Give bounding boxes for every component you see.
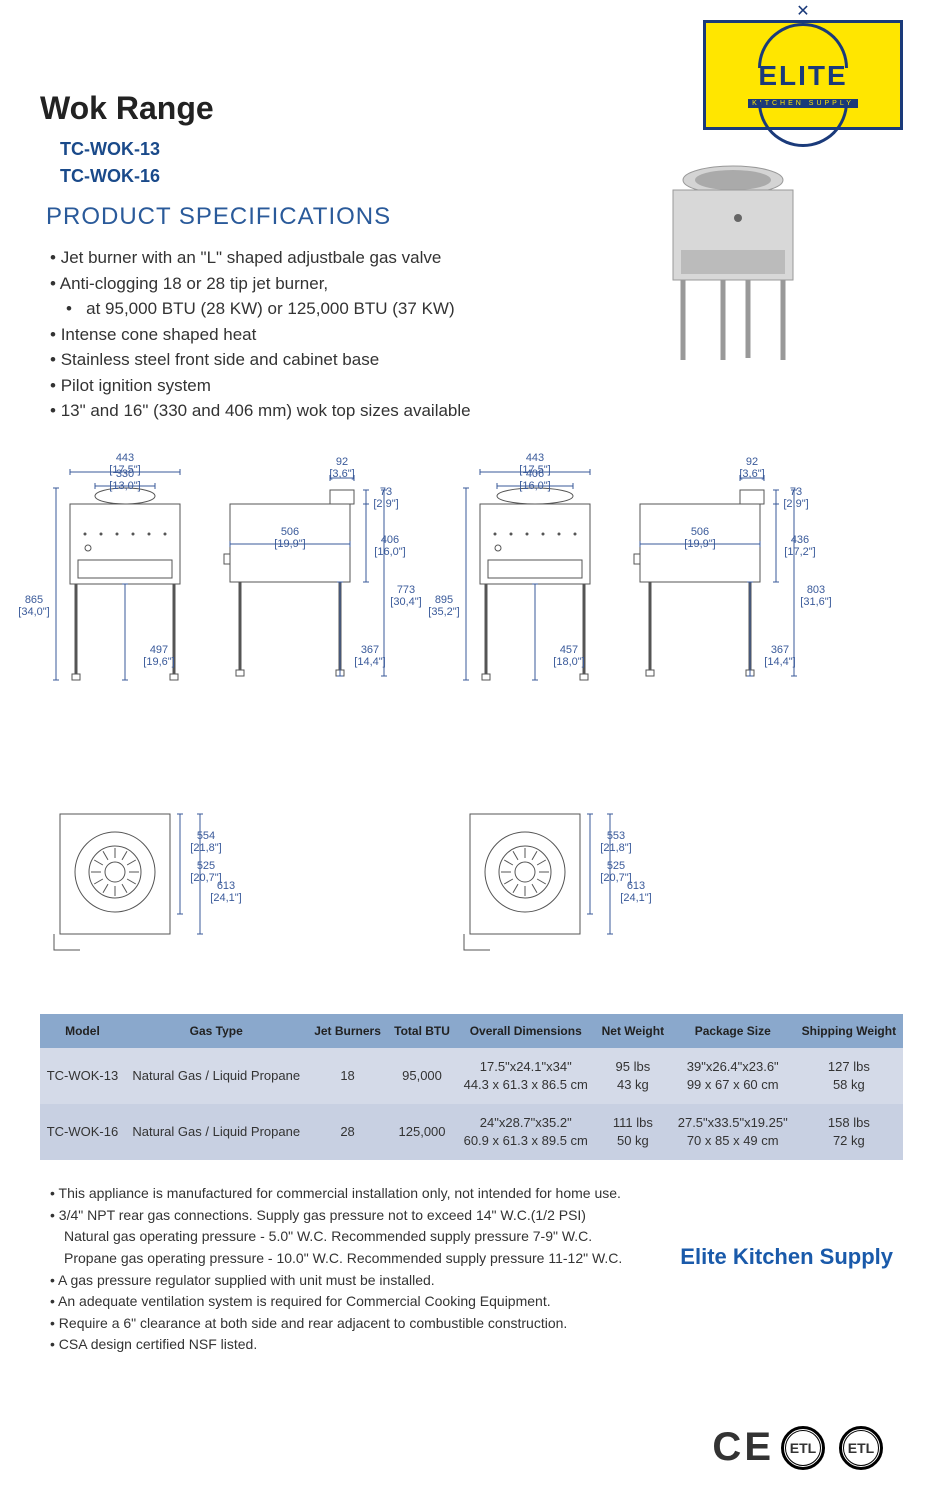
- brand-footer: Elite Kitchen Supply: [680, 1244, 893, 1270]
- note-item: Natural gas operating pressure - 5.0" W.…: [50, 1227, 680, 1247]
- logo-knives-icon: ✕: [748, 1, 858, 21]
- table-header: Package Size: [671, 1014, 795, 1048]
- table-cell: 27.5"x33.5"x19.25"70 x 85 x 49 cm: [671, 1104, 795, 1160]
- dimension-label: 92[3,6"]: [722, 456, 782, 480]
- table-header: Jet Burners: [308, 1014, 388, 1048]
- note-item: An adequate ventilation system is requir…: [50, 1292, 680, 1312]
- technical-drawings: 443[17,5"]330[13,0"]865[34,0"]497[19,6"]…: [40, 454, 903, 994]
- dimension-label: 367[14,4"]: [340, 644, 400, 668]
- dimension-label: 73[2,9"]: [356, 486, 416, 510]
- feature-item: Pilot ignition system: [50, 373, 580, 399]
- certification-marks: C E ETL ETL: [712, 1425, 883, 1470]
- dimension-label: 525[20,7"]: [176, 860, 236, 884]
- note-item: Require a 6" clearance at both side and …: [50, 1314, 680, 1334]
- table-cell: Natural Gas / Liquid Propane: [125, 1104, 308, 1160]
- feature-item: Intense cone shaped heat: [50, 322, 580, 348]
- table-header: Shipping Weight: [795, 1014, 903, 1048]
- feature-item: Anti-clogging 18 or 28 tip jet burner,: [50, 271, 580, 297]
- dimension-label: 554[21,8"]: [176, 830, 236, 854]
- ce-mark-icon: C E: [712, 1425, 767, 1470]
- dimension-label: 865[34,0"]: [4, 594, 64, 618]
- dimension-label: 525[20,7"]: [586, 860, 646, 884]
- feature-item: 13" and 16" (330 and 406 mm) wok top siz…: [50, 398, 580, 424]
- dimension-label: 803[31,6"]: [786, 584, 846, 608]
- table-cell: 24"x28.7"x35.2"60.9 x 61.3 x 89.5 cm: [456, 1104, 595, 1160]
- table-cell: 125,000: [388, 1104, 457, 1160]
- feature-item: Jet burner with an "L" shaped adjustbale…: [50, 245, 580, 271]
- table-cell: 28: [308, 1104, 388, 1160]
- table-header: Overall Dimensions: [456, 1014, 595, 1048]
- dimension-label: 553[21,8"]: [586, 830, 646, 854]
- brand-logo: ✕ ELITE KITCHEN SUPPLY: [703, 20, 903, 130]
- table-cell: 17.5"x24.1"x34"44.3 x 61.3 x 86.5 cm: [456, 1048, 595, 1104]
- table-row: TC-WOK-16Natural Gas / Liquid Propane281…: [40, 1104, 903, 1160]
- feature-item: at 95,000 BTU (28 KW) or 125,000 BTU (37…: [50, 296, 580, 322]
- table-cell: Natural Gas / Liquid Propane: [125, 1048, 308, 1104]
- table-header: Gas Type: [125, 1014, 308, 1048]
- notes-list: This appliance is manufactured for comme…: [40, 1184, 680, 1355]
- note-item: 3/4" NPT rear gas connections. Supply ga…: [50, 1206, 680, 1226]
- table-cell: 95 lbs43 kg: [595, 1048, 671, 1104]
- table-cell: TC-WOK-13: [40, 1048, 125, 1104]
- note-item: A gas pressure regulator supplied with u…: [50, 1271, 680, 1291]
- spec-table: ModelGas TypeJet BurnersTotal BTUOverall…: [40, 1014, 903, 1161]
- dimension-label: 92[3,6"]: [312, 456, 372, 480]
- table-cell: 158 lbs72 kg: [795, 1104, 903, 1160]
- dimension-label: 367[14,4"]: [750, 644, 810, 668]
- feature-list: Jet burner with an "L" shaped adjustbale…: [40, 245, 580, 424]
- dimension-label: 436[17,2"]: [770, 534, 830, 558]
- etl-mark-icon: ETL: [839, 1426, 883, 1470]
- feature-item: Stainless steel front side and cabinet b…: [50, 347, 580, 373]
- dimension-label: 506[19,9"]: [670, 526, 730, 550]
- dimension-label: 895[35,2"]: [414, 594, 474, 618]
- product-photo: [643, 150, 823, 380]
- etl-mark-icon: ETL: [781, 1426, 825, 1470]
- table-cell: 18: [308, 1048, 388, 1104]
- note-item: Propane gas operating pressure - 10.0" W…: [50, 1249, 680, 1269]
- dimension-label: 506[19,9"]: [260, 526, 320, 550]
- note-item: CSA design certified NSF listed.: [50, 1335, 680, 1355]
- dimension-label: 497[19,6"]: [129, 644, 189, 668]
- dimension-label: 406[16,0"]: [505, 468, 565, 492]
- table-header: Total BTU: [388, 1014, 457, 1048]
- table-cell: 95,000: [388, 1048, 457, 1104]
- dimension-label: 457[18,0"]: [539, 644, 599, 668]
- table-header: Net Weight: [595, 1014, 671, 1048]
- dimension-label: 73[2,9"]: [766, 486, 826, 510]
- table-row: TC-WOK-13Natural Gas / Liquid Propane189…: [40, 1048, 903, 1104]
- table-cell: 39"x26.4"x23.6"99 x 67 x 60 cm: [671, 1048, 795, 1104]
- table-header: Model: [40, 1014, 125, 1048]
- dimension-label: 330[13,0"]: [95, 468, 155, 492]
- table-cell: 127 lbs58 kg: [795, 1048, 903, 1104]
- table-cell: TC-WOK-16: [40, 1104, 125, 1160]
- dimension-label: 406[16,0"]: [360, 534, 420, 558]
- table-cell: 111 lbs50 kg: [595, 1104, 671, 1160]
- note-item: This appliance is manufactured for comme…: [50, 1184, 680, 1204]
